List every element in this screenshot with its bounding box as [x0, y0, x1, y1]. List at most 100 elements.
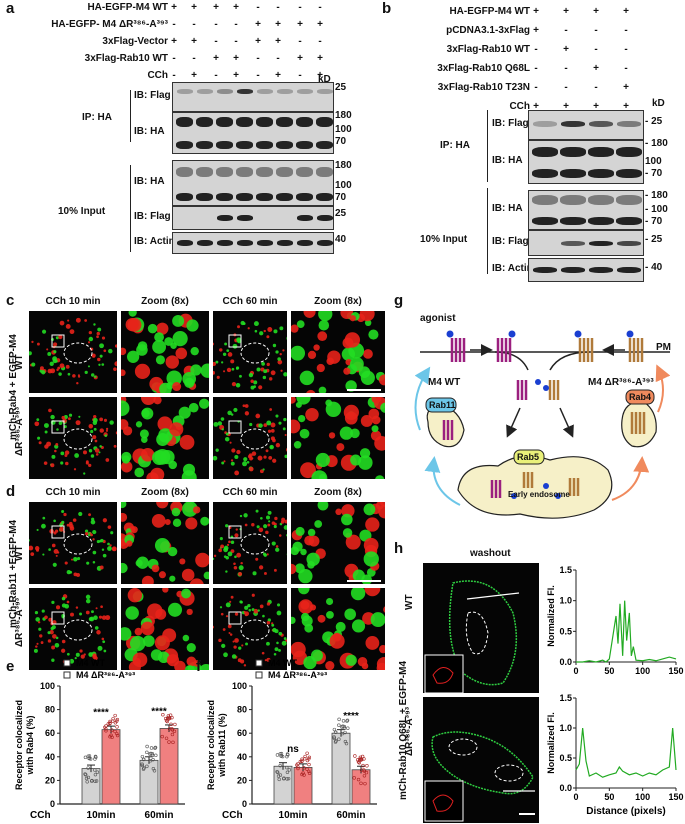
panel-c-col-header: Zoom (8x)	[314, 296, 362, 307]
panel-f-point	[285, 770, 290, 775]
panel-e-point	[93, 768, 97, 772]
panel-h-wt-ytick-label: 0.0	[559, 657, 572, 667]
panel-b-sign: +	[563, 44, 569, 55]
panel-a-sign: +	[191, 70, 197, 81]
panel-e-point	[141, 757, 146, 762]
panel-f-ylabel: Receptor colocalized	[206, 700, 216, 790]
arrow-to-endosome-1	[506, 407, 521, 438]
panel-e-cch-label: CCh	[30, 810, 51, 821]
panel-a-kd-marker: 25	[335, 82, 347, 93]
panel-e-xlabel: 60min	[145, 810, 174, 821]
panel-f-point	[300, 759, 304, 763]
panel-h-del-ylabel: Normalized Fl.	[546, 712, 556, 774]
panel-b-input-label: 10% Input	[420, 234, 468, 245]
panel-e-point	[85, 780, 89, 784]
panel-a-band	[236, 167, 253, 177]
panel-f-point	[360, 757, 364, 762]
panel-b-kd-marker: - 180	[645, 190, 668, 201]
panel-a-kd-marker: 180	[335, 110, 352, 121]
panel-f-letter: f	[196, 658, 201, 675]
panel-a-band	[236, 141, 253, 149]
panel-a-band	[316, 141, 333, 149]
panel-h-washout: washout	[470, 548, 511, 559]
panel-f-ytick-label: 100	[232, 681, 247, 691]
panel-f-point	[346, 726, 350, 730]
panel-f-point	[334, 739, 338, 743]
panel-a-ip-label: IP: HA	[82, 112, 112, 123]
panel-a-sign: -	[214, 70, 218, 81]
panel-e-point	[150, 752, 154, 756]
panel-f-point	[333, 730, 338, 734]
panel-e-ytick-label: 20	[45, 775, 55, 785]
agonist-dot-9	[543, 483, 549, 489]
panel-b-sign: -	[534, 63, 538, 74]
panel-a-blot	[172, 206, 334, 230]
rab5-badge	[513, 449, 545, 465]
rab4-badge	[625, 389, 655, 405]
panel-f-point	[307, 755, 312, 760]
panel-h-profile-del: 0.0 0.5 1.0 1.5 0 50 100 150 Normalized Fl. Dista…	[546, 693, 684, 817]
panel-b-row-label: 3xFlag-Rab10 Q68L	[437, 63, 530, 74]
panel-f-point	[303, 754, 307, 759]
panel-b-row-label: HA-EGFP-M4 WT	[449, 6, 530, 17]
panel-f-point	[361, 763, 365, 768]
arrow-to-rab11	[424, 456, 461, 506]
panel-a-band	[197, 240, 213, 246]
panel-a-sign: +	[171, 36, 177, 47]
pm-label: PM	[656, 342, 671, 353]
agonist-dot-6	[543, 385, 549, 391]
panel-b-band	[588, 217, 614, 225]
panel-e-point	[115, 717, 120, 722]
panel-f-point	[362, 774, 367, 778]
panel-b-kd: kD	[652, 98, 665, 109]
panel-e-ylabel: Receptor colocalized	[14, 700, 24, 790]
panel-a-sign: -	[318, 36, 322, 47]
panel-b-blot	[528, 190, 644, 230]
panel-h-row-wt: WT	[404, 594, 415, 610]
panel-d-col-header: CCh 60 min	[222, 487, 278, 498]
agonist-dot-7	[511, 493, 517, 499]
panel-e-point	[84, 776, 89, 781]
panel-b-sign: +	[533, 25, 539, 36]
panel-d-image	[212, 501, 288, 585]
panel-b-band	[616, 147, 642, 157]
panel-a-sign: +	[191, 36, 197, 47]
panel-b-kd-marker: - 180	[645, 138, 668, 149]
panel-e-point	[145, 750, 149, 755]
panel-a-blot-label: IB: Flag	[134, 211, 171, 222]
m4-del-receptor-2	[628, 338, 644, 362]
panel-e-point	[108, 735, 112, 739]
panel-a-input-label: 10% Input	[58, 206, 106, 217]
panel-f-point	[342, 724, 346, 729]
panel-b-blot	[528, 110, 644, 140]
panel-b-band	[616, 217, 642, 225]
panel-f-point	[363, 781, 367, 786]
panel-a-sign: -	[192, 53, 196, 64]
panel-h-wt-xtick-label: 50	[604, 666, 614, 676]
panel-f-point	[364, 770, 369, 775]
panel-b-input-bracket	[487, 188, 488, 274]
panel-b-row-label: 3xFlag-Rab10 WT	[446, 44, 530, 55]
panel-e-point	[106, 722, 111, 726]
panel-a-band	[317, 89, 333, 94]
panel-f-point	[357, 757, 362, 762]
panel-h-wt-ytick-label: 1.0	[559, 596, 572, 606]
panel-e-point	[140, 762, 144, 766]
panel-c-image	[290, 396, 386, 480]
panel-f-point	[300, 757, 304, 761]
panel-e-point	[93, 772, 98, 777]
panel-a-band	[177, 240, 193, 246]
panel-e-point	[140, 763, 144, 768]
panel-a-band	[316, 167, 333, 177]
panel-e-ylabel-2: with Rab4 (%)	[25, 715, 35, 775]
panel-f-point	[343, 739, 348, 744]
panel-b-sign: -	[624, 44, 628, 55]
agonist-dot-2	[508, 330, 516, 338]
panel-f-point	[307, 757, 311, 761]
panel-a-blot	[172, 82, 334, 112]
panel-a-band	[256, 193, 273, 201]
panel-e-point	[111, 717, 115, 721]
arrow-to-endosome-2	[559, 407, 574, 438]
panel-c-image	[212, 310, 288, 394]
panel-b-band	[532, 217, 558, 225]
